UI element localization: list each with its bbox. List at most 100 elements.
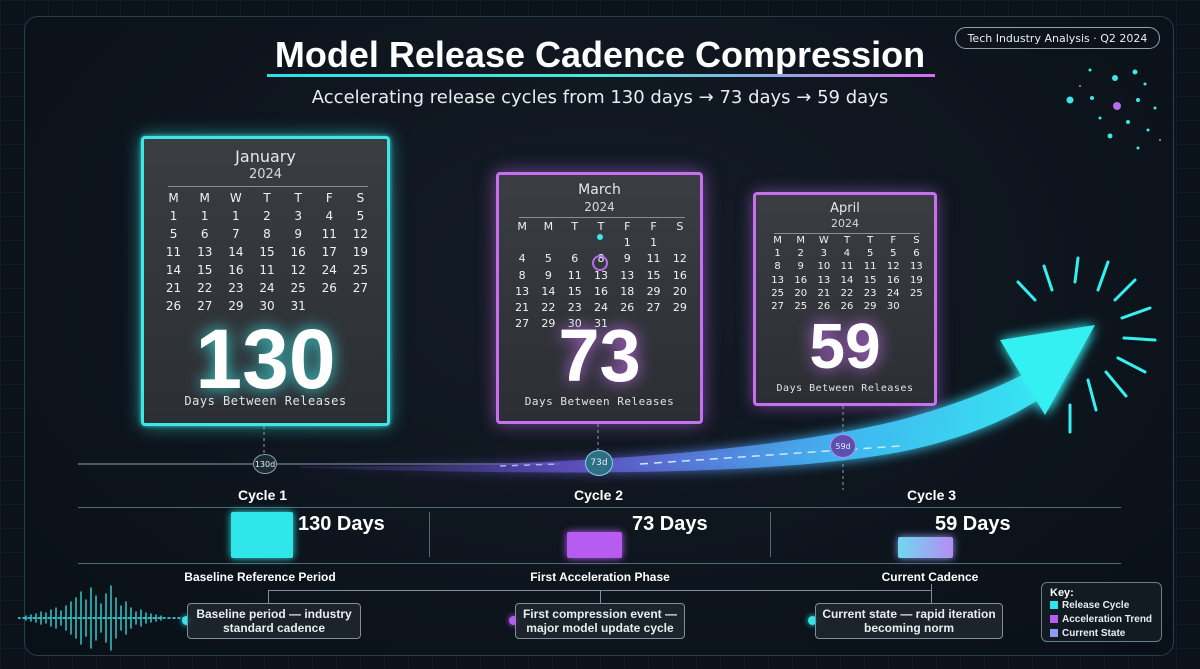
calendar-day: 16 <box>593 284 608 298</box>
calendar-day: 14 <box>840 274 854 286</box>
timeline-node-59d: 59d <box>830 434 856 458</box>
calendar-day: 1 <box>169 209 178 223</box>
weekday-header: T <box>843 235 851 246</box>
calendar-day: 1 <box>650 236 658 250</box>
note-text-cycle-1: Baseline period — industry standard cade… <box>196 607 352 635</box>
legend-swatch <box>1050 629 1058 637</box>
calendar-day: 11 <box>840 261 854 273</box>
calendar-day: 11 <box>863 261 877 273</box>
strip-top-line <box>78 507 1121 508</box>
calendar-day: 3 <box>294 209 302 223</box>
calendar-day: 25 <box>910 287 923 299</box>
calendar-day: 14 <box>165 263 182 277</box>
legend-item-current-state: Current State <box>1050 628 1125 639</box>
calendar-year: 2024 <box>248 167 283 182</box>
strip-divider-1 <box>429 512 430 557</box>
calendar-day: 16 <box>886 274 900 286</box>
calendar-day <box>562 235 588 251</box>
calendar-day: 27 <box>352 281 369 295</box>
weekday-header: W <box>818 235 829 246</box>
calendar-day: 24 <box>321 263 337 277</box>
calendar-day: 6 <box>913 248 920 260</box>
calendar-caption: Days Between Releases <box>184 394 347 408</box>
note-box-cycle-3: Current state — rapid iteration becoming… <box>815 603 1003 639</box>
calendar-day: 16 <box>290 245 306 259</box>
calendar-day: 19 <box>910 274 923 286</box>
calendar-day: 30 <box>886 301 900 313</box>
days-number: 130 <box>195 312 336 406</box>
calendar-day: 2 <box>263 209 271 223</box>
arrow-burst-rays <box>1016 256 1157 434</box>
calendar-day: 21 <box>515 301 530 315</box>
calendar-day: 24 <box>593 301 608 315</box>
calendar-day: 31 <box>593 317 608 331</box>
calendar-day: 30 <box>259 299 275 313</box>
calendar-day: 6 <box>200 227 209 241</box>
calendar-day: 5 <box>890 248 897 260</box>
calendar-day: 21 <box>817 287 831 299</box>
calendar-day: 11 <box>165 245 182 259</box>
analysis-badge: Tech Industry Analysis · Q2 2024 <box>955 27 1160 49</box>
phase-label-cycle-1: Baseline Reference Period <box>184 570 336 584</box>
calendar-day: 10 <box>817 261 831 273</box>
page-title: Model Release Cadence Compression <box>274 34 926 75</box>
calendar-day: 25 <box>794 301 808 313</box>
weekday-header: F <box>890 235 897 246</box>
weekday-header: S <box>356 191 365 205</box>
calendar-day: 23 <box>228 281 244 295</box>
calendar-day: 4 <box>325 209 334 223</box>
cycle-1-days: 130 Days <box>298 513 385 535</box>
release-marker-dot <box>597 234 603 240</box>
calendar-day: 11 <box>259 263 275 277</box>
calendar-day: 16 <box>672 268 687 282</box>
calendar-day: 22 <box>197 281 213 295</box>
weekday-header: T <box>263 191 271 205</box>
calendar-day: 24 <box>886 287 900 299</box>
legend-swatch <box>1050 615 1058 623</box>
calendar-day: 20 <box>672 284 687 298</box>
phase-label-cycle-2: First Acceleration Phase <box>530 570 670 584</box>
timeline-node-130d: 130d <box>253 454 277 474</box>
calendar-day: 7 <box>232 227 240 241</box>
title-underline <box>267 74 935 77</box>
weekday-header: F <box>624 220 631 233</box>
calendar-year: 2024 <box>584 200 615 214</box>
calendar-day: 27 <box>197 299 213 313</box>
weekday-header: M <box>168 191 179 205</box>
calendar-month: January <box>235 147 296 166</box>
calendar-day: 1 <box>774 248 781 260</box>
calendar-day: 15 <box>197 263 213 277</box>
calendar-month: April <box>830 201 860 216</box>
calendar-day: 13 <box>515 284 530 298</box>
cycle-3-days: 59 Days <box>935 513 1011 535</box>
calendar-day: 26 <box>840 301 854 313</box>
weekday-header: T <box>597 220 605 233</box>
note-text-cycle-2: First compression event — major model up… <box>522 607 678 635</box>
calendar-day: 13 <box>593 268 608 282</box>
strip-divider-2 <box>770 512 771 557</box>
weekday-header: M <box>199 191 210 205</box>
weekday-header: S <box>913 235 920 246</box>
cycle-3-label: Cycle 3 <box>907 487 957 503</box>
calendar-day: 11 <box>567 268 582 282</box>
calendar-day: 11 <box>646 252 661 266</box>
calendar-day: 15 <box>567 284 582 298</box>
calendar-day: 26 <box>620 301 635 315</box>
trend-dashed-line <box>639 445 901 465</box>
weekday-header: T <box>294 191 302 205</box>
calendar-day: 26 <box>321 281 337 295</box>
note-dot-cycle-3 <box>808 616 817 625</box>
calendar-day: 8 <box>774 261 781 273</box>
calendar-day: 16 <box>228 263 244 277</box>
calendar-day: 18 <box>620 284 635 298</box>
calendar-day: 12 <box>290 263 306 277</box>
calendar-day: 1 <box>623 236 631 250</box>
calendar-day: 11 <box>321 227 337 241</box>
weekday-header: M <box>773 235 782 246</box>
legend-key: Key: Release Cycle Acceleration Trend Cu… <box>1041 582 1162 642</box>
weekday-header: T <box>571 220 579 233</box>
calendar-day: 27 <box>771 301 784 313</box>
calendar-day: 1 <box>232 209 240 223</box>
